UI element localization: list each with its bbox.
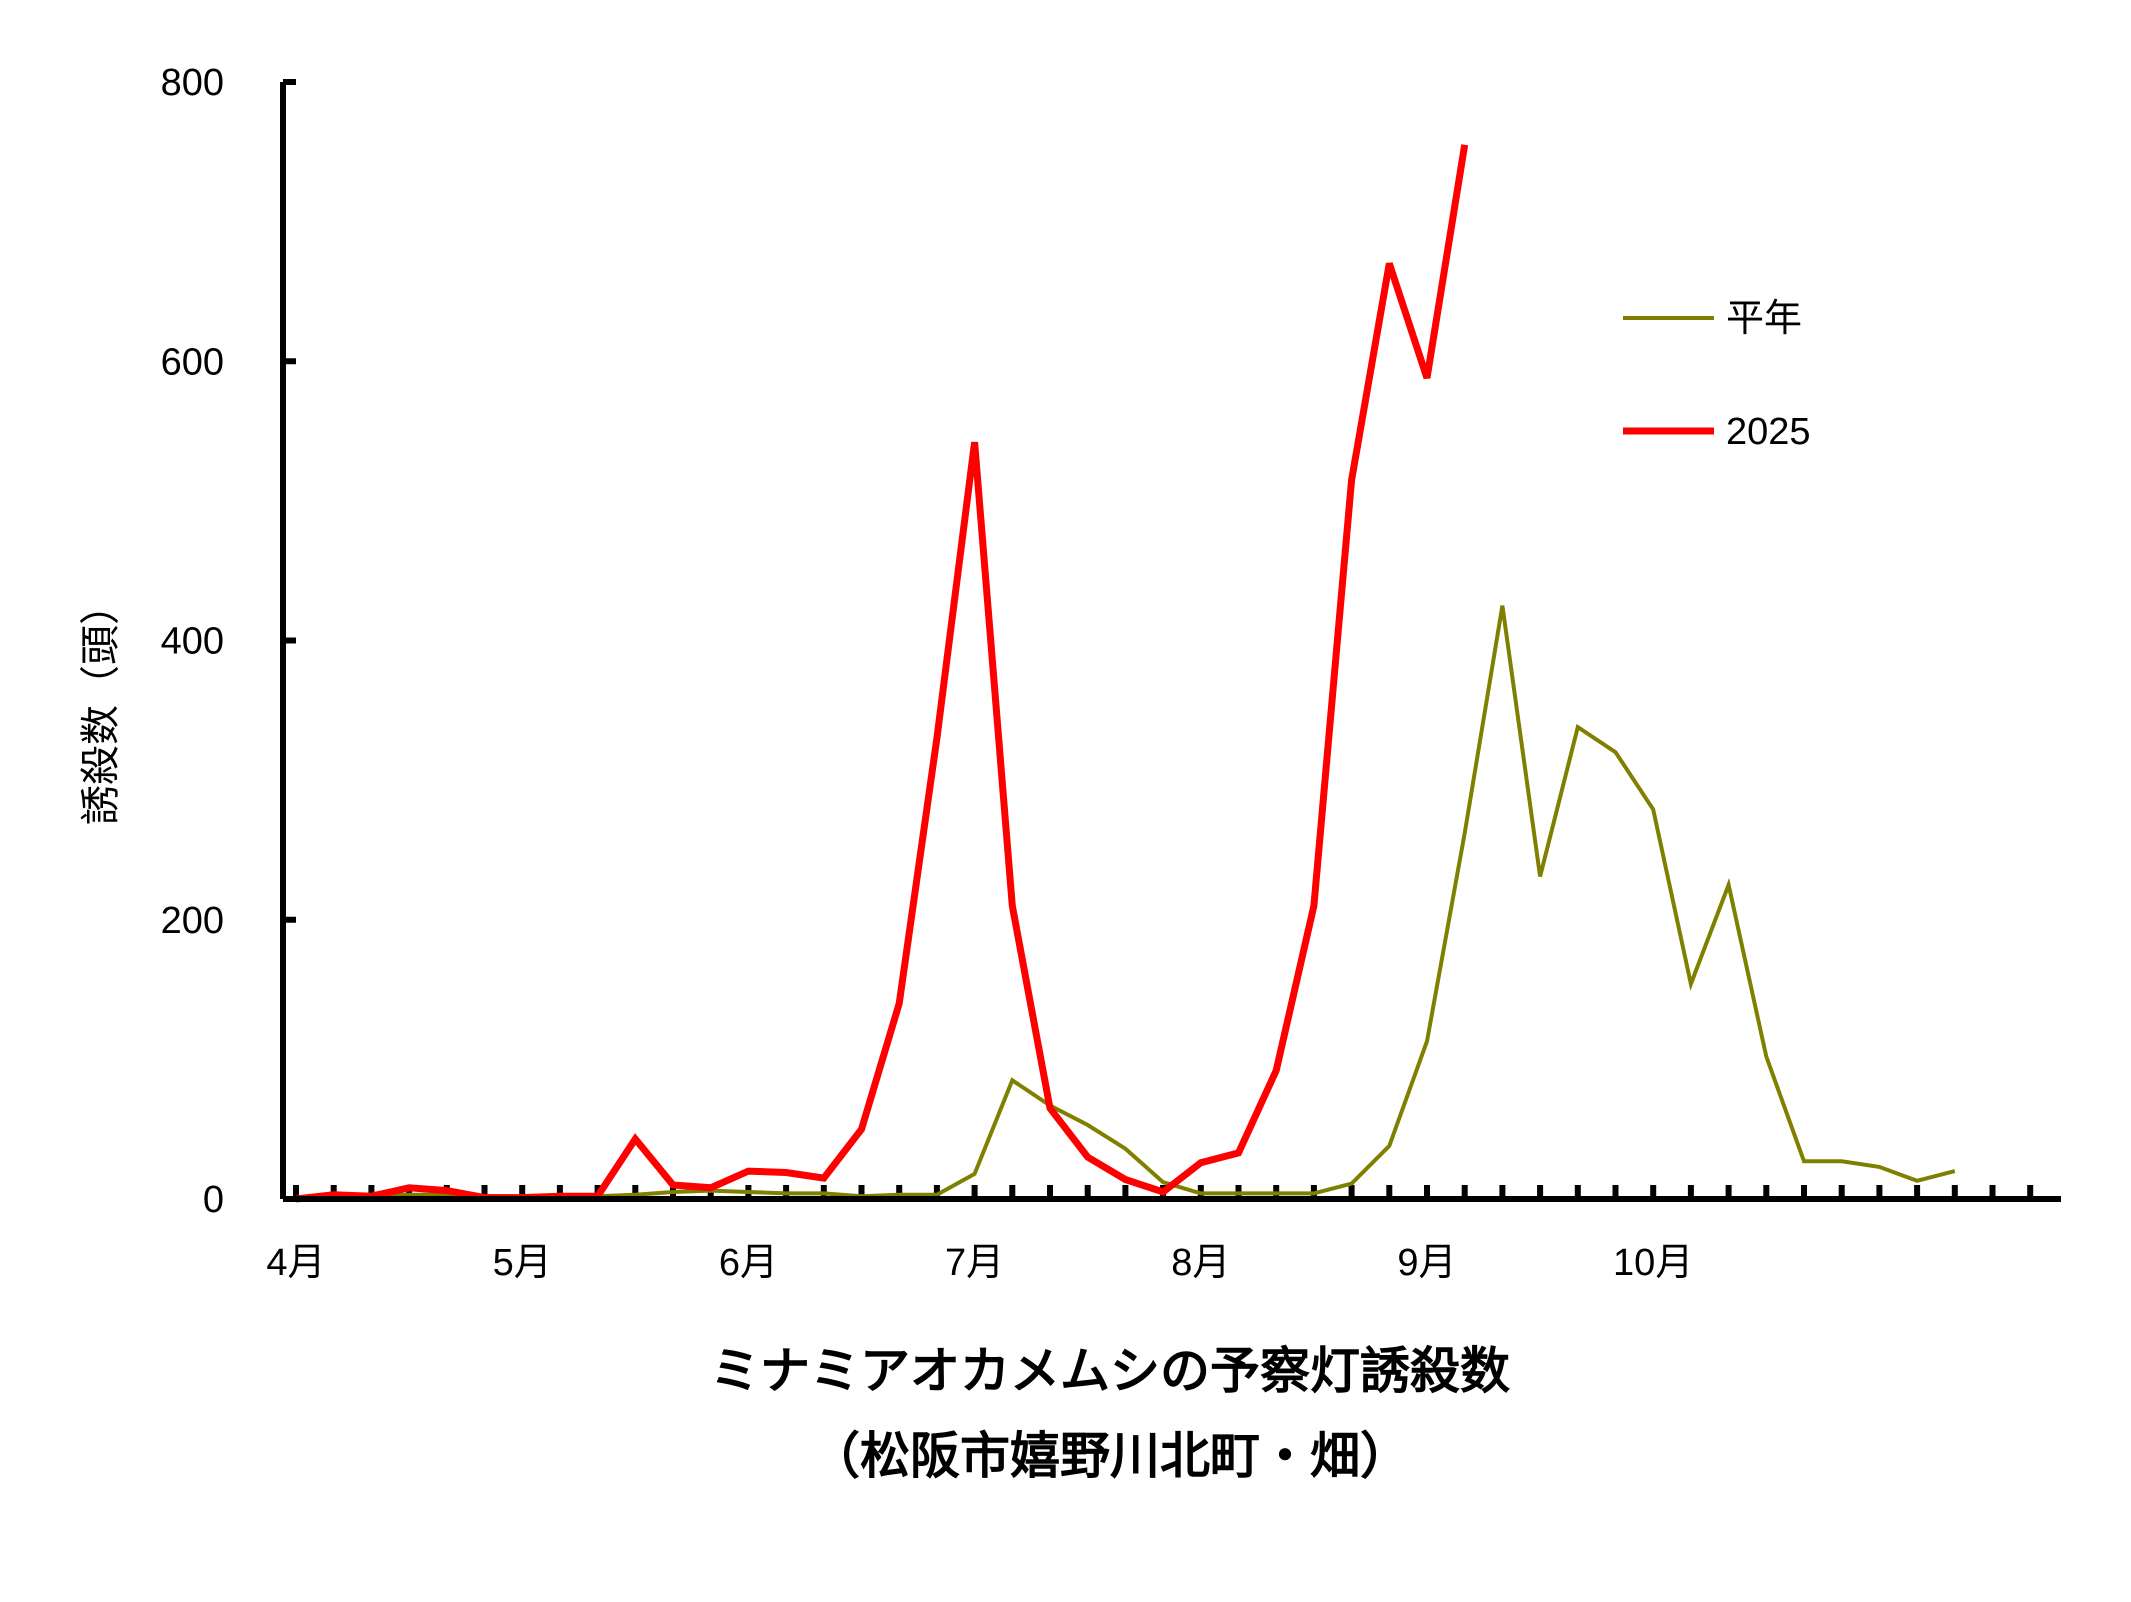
x-month-label: 7月 — [945, 1242, 1004, 1284]
x-month-label: 10月 — [1613, 1242, 1693, 1284]
y-axis-ticks: 0 200 400 600 800 — [161, 62, 296, 1221]
legend-label-0: 平年 — [1726, 298, 1802, 340]
chart-title: ミナミアオカメムシの予察灯誘殺数 — [710, 1342, 1510, 1400]
y-tick-label: 800 — [161, 62, 224, 104]
x-month-label: 6月 — [719, 1242, 778, 1284]
y-axis-label: 誘殺数（頭） — [78, 585, 124, 825]
x-month-label: 9月 — [1397, 1242, 1456, 1284]
y-tick-label: 600 — [161, 341, 224, 383]
series-line-1 — [295, 144, 1469, 1203]
y-tick-label: 400 — [161, 621, 224, 663]
legend: 平年 2025 — [1623, 298, 1811, 453]
x-month-label: 4月 — [266, 1242, 325, 1284]
plot-area — [295, 144, 1956, 1203]
y-tick-label: 0 — [203, 1179, 224, 1221]
chart-subtitle: （松阪市嬉野川北町・畑） — [810, 1427, 1410, 1485]
series-line-0 — [295, 605, 1956, 1200]
y-axis-title: 誘殺数（頭） — [78, 585, 124, 825]
legend-label-1: 2025 — [1726, 411, 1811, 453]
y-tick-label: 200 — [161, 900, 224, 942]
x-month-label: 5月 — [493, 1242, 552, 1284]
x-month-label: 8月 — [1171, 1242, 1230, 1284]
